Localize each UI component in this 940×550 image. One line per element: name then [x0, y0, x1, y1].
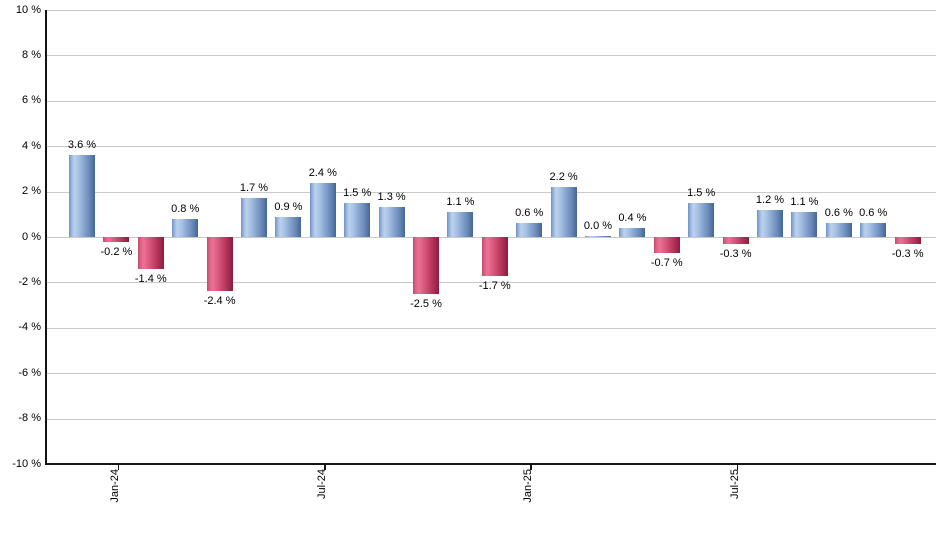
- x-axis-tick: [736, 465, 739, 470]
- gridline: [45, 282, 936, 284]
- bar-value-label: 1.1 %: [446, 196, 475, 209]
- gridline: [45, 373, 936, 375]
- bar-Oct-25: [825, 223, 852, 237]
- y-axis-label: 6 %: [22, 94, 41, 107]
- y-axis-line: [45, 10, 47, 465]
- bar-Dec-25: [894, 237, 921, 244]
- bar-Feb-24: [137, 237, 164, 269]
- y-axis-label: -6 %: [18, 366, 41, 379]
- gridline: [45, 10, 936, 11]
- bar-Oct-24: [413, 237, 439, 294]
- x-axis-tick-label: Jan-25: [522, 469, 535, 503]
- bar-Jul-24: [309, 182, 336, 237]
- bar-Mar-24: [172, 218, 199, 237]
- bar-value-label: 0.6 %: [515, 207, 544, 220]
- bar-value-label: -2.4 %: [203, 295, 236, 308]
- bar-value-label: -1.7 %: [478, 279, 511, 292]
- bar-value-label: 0.6 %: [824, 207, 853, 220]
- bar-value-label: 0.8 %: [171, 202, 200, 215]
- bar-value-label: 2.2 %: [549, 171, 578, 184]
- bar-value-label: 1.1 %: [790, 196, 819, 209]
- x-axis-tick-label: Jan-24: [109, 469, 122, 503]
- bar-Dec-23: [69, 155, 95, 237]
- bar-Aug-25: [757, 209, 783, 237]
- x-axis-line: [45, 463, 936, 465]
- y-axis-label: 8 %: [22, 48, 41, 61]
- x-axis-tick: [117, 465, 120, 470]
- bar-value-label: -0.3 %: [719, 247, 752, 260]
- bar-Apr-24: [206, 237, 233, 292]
- bar-Apr-25: [619, 227, 646, 237]
- bar-value-label: 1.5 %: [343, 186, 372, 199]
- bar-value-label: 3.6 %: [67, 139, 97, 152]
- x-axis-tick-label: Jul-24: [315, 469, 328, 499]
- bar-Jun-24: [275, 216, 302, 237]
- bar-value-label: 1.3 %: [377, 191, 406, 204]
- bar-value-label: 1.5 %: [687, 186, 716, 199]
- y-axis-label: 0 %: [22, 230, 41, 243]
- bar-value-label: 1.2 %: [755, 193, 785, 206]
- gridline: [45, 100, 936, 102]
- bar-Aug-24: [344, 202, 371, 237]
- y-axis-label: 10 %: [15, 3, 41, 16]
- bar-Jan-25: [516, 223, 543, 237]
- y-axis-label: 4 %: [22, 139, 41, 152]
- gridline: [45, 191, 936, 193]
- gridline: [45, 55, 936, 57]
- bar-Jun-25: [688, 202, 715, 237]
- bar-Mar-25: [585, 235, 611, 237]
- bar-value-label: -0.3 %: [891, 247, 924, 260]
- bar-value-label: 0.0 %: [583, 219, 613, 232]
- bar-Nov-24: [447, 212, 474, 237]
- bar-value-label: 0.6 %: [859, 207, 888, 220]
- bar-Feb-25: [550, 187, 577, 237]
- bar-value-label: 0.9 %: [274, 200, 303, 213]
- bar-value-label: 2.4 %: [308, 166, 337, 179]
- bar-May-25: [653, 237, 680, 253]
- y-axis-label: -4 %: [18, 321, 41, 334]
- x-axis-tick: [530, 465, 532, 470]
- y-axis-label: 2 %: [22, 185, 41, 198]
- bar-Sep-24: [378, 207, 405, 237]
- y-axis-label: -10 %: [12, 457, 41, 470]
- gridline: [45, 146, 936, 148]
- x-axis-tick: [324, 465, 326, 470]
- bar-May-24: [241, 198, 267, 237]
- bar-value-label: -0.2 %: [100, 245, 133, 258]
- bar-Dec-24: [481, 237, 508, 276]
- bar-value-label: -1.4 %: [134, 272, 167, 285]
- x-axis-tick-label: Jul-25: [728, 469, 741, 499]
- bar-value-label: -2.5 %: [410, 297, 442, 310]
- bar-value-label: -0.7 %: [650, 256, 683, 269]
- bar-value-label: 1.7 %: [239, 182, 269, 195]
- y-axis-label: -2 %: [18, 275, 41, 288]
- bar-value-label: 0.4 %: [618, 211, 647, 224]
- bar-Nov-25: [860, 223, 887, 237]
- gridline: [45, 418, 936, 420]
- bar-Jul-25: [722, 237, 749, 244]
- y-axis-label: -8 %: [18, 412, 41, 425]
- gridline: [45, 327, 936, 329]
- bar-Sep-25: [791, 212, 818, 237]
- bar-Jan-24: [103, 237, 130, 242]
